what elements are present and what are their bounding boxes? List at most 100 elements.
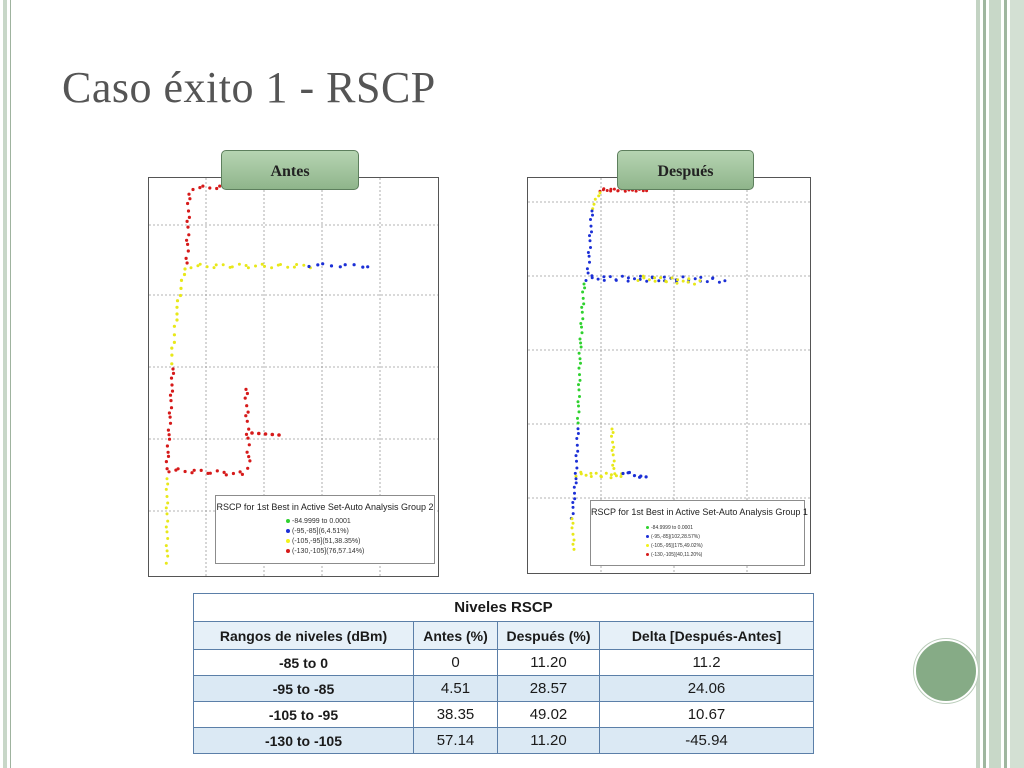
measurement-point [244,432,249,436]
measurement-point [657,279,661,283]
measurement-point [579,322,583,325]
measurement-point [307,264,311,269]
measurement-point [164,544,168,548]
legend-swatch-icon [646,544,649,548]
measurement-point [650,275,654,279]
measurement-point [185,238,189,242]
measurement-point [619,475,623,478]
measurement-point [598,191,602,195]
measurement-point [577,388,581,392]
measurement-point [245,450,249,454]
measurement-point [572,547,576,551]
measurement-point [576,449,580,453]
antes-cell: 57.14 [413,727,498,754]
measurement-point [185,261,189,265]
table-row: -95 to -85 4.51 28.57 24.06 [193,675,814,702]
measurement-point [571,505,575,509]
measurement-point [190,471,194,475]
measurement-point [659,276,663,280]
measurement-point [588,239,592,243]
antes-cell: 0 [413,649,498,676]
delta-cell: 24.06 [599,675,814,702]
measurement-point [588,234,591,238]
measurement-point [610,448,614,452]
measurement-point [270,432,275,437]
measurement-point [632,474,637,478]
measurement-point [338,265,342,269]
legend-swatch-icon [646,526,649,530]
measurement-point [246,410,250,414]
measurement-point [574,474,578,478]
measurement-point [263,432,268,436]
measurement-point [579,470,583,474]
measurement-point [578,395,581,398]
measurement-point [579,345,583,349]
measurement-point [580,305,584,309]
antes-legend-item: (-130,-105](76,57.14%) [286,548,364,555]
measurement-point [687,277,691,281]
measurement-point [574,481,578,485]
range-cell: -95 to -85 [193,675,414,702]
measurement-point [167,437,172,441]
despues-cell: 11.20 [497,727,600,754]
measurement-point [243,396,247,400]
decorative-circle [914,639,978,703]
measurement-point [244,387,248,391]
measurement-point [164,561,168,565]
measurement-point [626,276,630,280]
despues-cell: 28.57 [497,675,600,702]
measurement-point [169,399,173,403]
measurement-point [182,272,187,277]
measurement-point [246,266,250,270]
despues-legend-item: (-130,-105](40,11.20%) [646,552,702,558]
measurement-point [201,184,205,188]
legend-swatch-icon [286,529,290,534]
measurement-point [191,187,195,192]
measurement-point [641,189,645,193]
right-frame-stripe [1004,0,1007,768]
measurement-point [164,460,168,464]
legend-label: (-95,-85](6,4.51%) [292,528,349,535]
antes-legend-item: (-95,-85](6,4.51%) [286,528,349,535]
measurement-point [574,454,578,458]
measurement-point [222,470,226,474]
legend-swatch-icon [286,539,290,544]
measurement-point [612,445,616,449]
measurement-point [230,265,234,269]
measurement-point [238,470,242,474]
measurement-point [224,473,228,477]
measurement-point [215,186,219,191]
measurement-point [169,376,174,380]
measurement-point [186,242,190,246]
measurement-point [605,189,609,192]
measurement-point [168,415,172,419]
measurement-point [645,279,649,283]
measurement-point [571,501,575,504]
measurement-point [247,427,251,431]
legend-label: -84.9999 to 0.0001 [292,518,351,525]
measurement-point [681,275,685,279]
measurement-point [578,357,582,361]
legend-label: (-95,-85](102,28.57%) [651,534,700,540]
measurement-point [164,506,168,510]
measurement-point [277,433,281,437]
measurement-point [166,519,170,523]
measurement-point [167,433,171,437]
measurement-point [614,474,618,478]
measurement-point [231,471,235,476]
measurement-point [577,366,581,370]
measurement-point [245,419,249,423]
table-row: -85 to 0 0 11.20 11.2 [193,649,814,676]
measurement-point [611,440,615,444]
measurement-point [170,353,174,357]
right-frame-stripe [1010,0,1024,768]
measurement-point [611,463,615,467]
measurement-point [723,279,727,283]
measurement-point [187,192,191,196]
measurement-point [196,264,200,268]
measurement-point [588,260,591,264]
measurement-point [627,470,631,475]
legend-swatch-icon [286,519,290,524]
measurement-point [610,427,614,431]
measurement-point [165,444,169,448]
